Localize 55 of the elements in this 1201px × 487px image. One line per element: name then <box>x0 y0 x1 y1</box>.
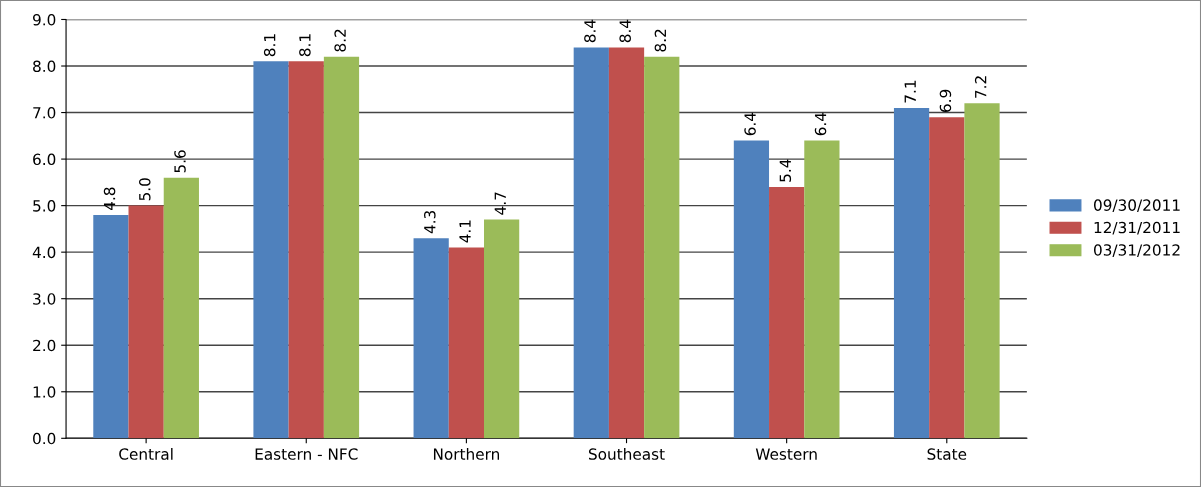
y-tick-label: 5.0 <box>33 200 56 212</box>
data-label: 4.8 <box>103 187 116 211</box>
y-tick-label: 3.0 <box>33 293 56 305</box>
x-tick-label: Western <box>755 448 817 460</box>
bar <box>608 47 645 439</box>
x-tick-label: Southeast <box>588 448 665 460</box>
data-label: 7.1 <box>904 80 916 103</box>
bar <box>893 107 930 439</box>
data-label: 8.2 <box>334 29 346 52</box>
data-label: 8.1 <box>299 34 311 57</box>
bar <box>413 238 449 439</box>
x-tick-label: State <box>927 448 967 460</box>
y-tick-label: 7.0 <box>33 107 56 119</box>
x-tick-label: Northern <box>433 448 499 460</box>
legend-label: 03/31/2012 <box>1094 244 1180 257</box>
data-label: 4.1 <box>459 220 471 243</box>
y-tick-label: 2.0 <box>33 339 56 352</box>
x-tick-label: Eastern - NFC <box>255 448 358 460</box>
bar <box>573 47 609 439</box>
legend-label: 12/31/2011 <box>1094 221 1180 235</box>
bar <box>163 177 199 439</box>
bar <box>644 56 680 439</box>
data-label: 8.1 <box>263 34 276 57</box>
data-label: 4.3 <box>424 210 436 234</box>
data-label: 6.9 <box>939 89 952 112</box>
bar <box>929 117 965 439</box>
data-label: 6.4 <box>744 112 756 136</box>
x-tick-label: Central <box>119 448 173 460</box>
y-tick-label: 1.0 <box>33 386 56 398</box>
data-label: 4.7 <box>494 192 506 215</box>
data-label: 6.4 <box>814 112 827 136</box>
data-label: 8.2 <box>654 29 667 52</box>
bar <box>484 219 520 439</box>
bar <box>733 140 770 439</box>
data-label: 8.4 <box>584 19 596 43</box>
y-tick-label: 9.0 <box>33 13 56 26</box>
bar <box>323 56 360 439</box>
bar <box>964 103 1000 439</box>
y-tick-label: 8.0 <box>33 60 56 73</box>
y-tick-label: 4.0 <box>32 246 56 259</box>
bar <box>288 61 324 439</box>
y-tick-label: 6.0 <box>33 153 56 166</box>
data-label: 8.4 <box>619 19 631 43</box>
data-label: 5.4 <box>779 159 792 182</box>
bar <box>448 247 484 439</box>
bar <box>804 140 840 439</box>
data-label: 5.0 <box>139 178 151 201</box>
bar <box>769 187 805 439</box>
bar <box>93 214 129 439</box>
data-label: 5.6 <box>174 150 186 173</box>
y-tick-label: 0.0 <box>33 432 56 445</box>
bar <box>128 205 164 439</box>
data-label: 7.2 <box>974 76 987 98</box>
bar <box>253 61 289 439</box>
legend-label: 09/30/2011 <box>1094 199 1180 213</box>
